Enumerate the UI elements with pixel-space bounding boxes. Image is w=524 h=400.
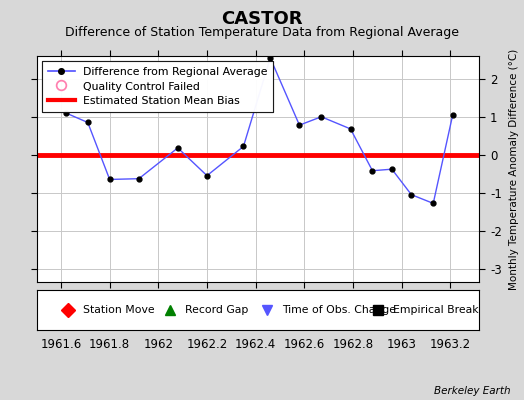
Text: Berkeley Earth: Berkeley Earth <box>434 386 511 396</box>
Text: Station Move: Station Move <box>83 305 155 315</box>
Text: Record Gap: Record Gap <box>185 305 248 315</box>
Text: 1962.6: 1962.6 <box>283 338 325 351</box>
Text: CASTOR: CASTOR <box>221 10 303 28</box>
Text: Difference of Station Temperature Data from Regional Average: Difference of Station Temperature Data f… <box>65 26 459 39</box>
Text: 1962: 1962 <box>144 338 173 351</box>
Text: 1961.8: 1961.8 <box>89 338 130 351</box>
Text: Empirical Break: Empirical Break <box>393 305 479 315</box>
Text: Time of Obs. Change: Time of Obs. Change <box>282 305 397 315</box>
Text: 1962.2: 1962.2 <box>187 338 227 351</box>
Text: 1963.2: 1963.2 <box>430 338 471 351</box>
Y-axis label: Monthly Temperature Anomaly Difference (°C): Monthly Temperature Anomaly Difference (… <box>509 48 519 290</box>
Text: 1963: 1963 <box>387 338 417 351</box>
Text: 1962.8: 1962.8 <box>332 338 374 351</box>
Legend: Difference from Regional Average, Quality Control Failed, Estimated Station Mean: Difference from Regional Average, Qualit… <box>42 62 273 112</box>
Text: 1962.4: 1962.4 <box>235 338 276 351</box>
Text: 1961.6: 1961.6 <box>40 338 82 351</box>
